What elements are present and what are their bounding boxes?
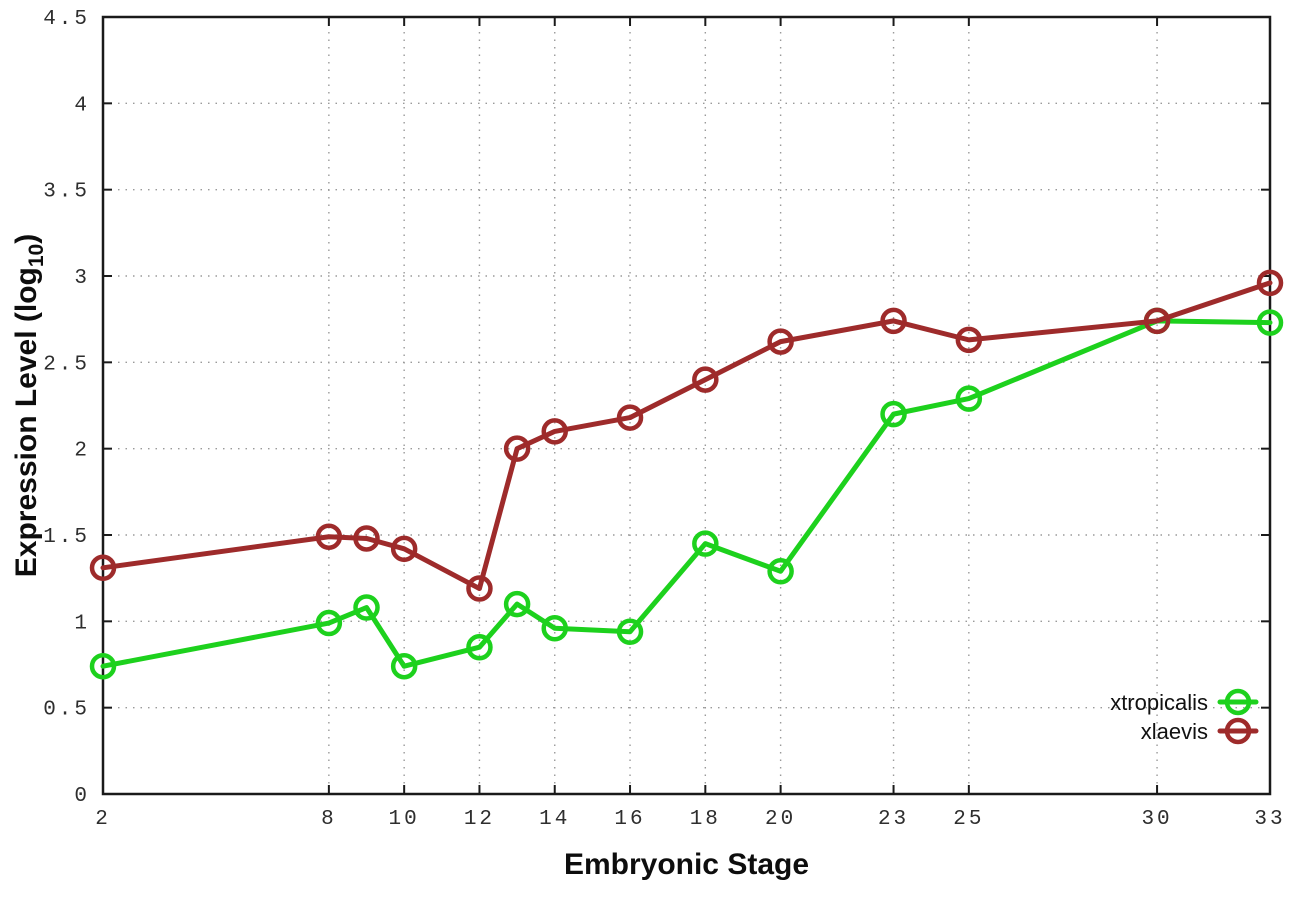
- data-point-xlaevis-stage-23: [880, 307, 907, 335]
- y-tick-label: 3.5: [43, 181, 90, 204]
- y-tick-label: 0.5: [43, 699, 90, 722]
- y-tick-label: 4: [74, 94, 90, 117]
- data-point-xtropicalis-stage-25: [955, 385, 983, 412]
- data-point-xtropicalis-stage-2: [89, 652, 117, 680]
- data-point-xlaevis-stage-25: [955, 326, 983, 354]
- data-point-xlaevis-stage-12: [466, 575, 493, 602]
- legend-sample-marker-xlaevis: [1224, 717, 1252, 745]
- data-point-xtropicalis-stage-9: [353, 594, 380, 621]
- x-tick-label: 16: [614, 808, 645, 831]
- x-tick-label: 18: [690, 808, 721, 831]
- x-tick-label: 20: [765, 808, 796, 831]
- x-tick-label: 23: [878, 808, 909, 831]
- data-point-xtropicalis-stage-23: [880, 400, 907, 428]
- x-axis-label: Embryonic Stage: [564, 848, 809, 881]
- data-point-xtropicalis-stage-18: [692, 530, 719, 557]
- data-point-xlaevis-stage-33: [1256, 269, 1284, 297]
- legend-sample-marker-xtropicalis: [1224, 688, 1252, 716]
- x-tick-label: 12: [464, 808, 495, 831]
- data-point-xlaevis-stage-16: [616, 404, 644, 431]
- legend-label-xtropicalis: xtropicalis: [1110, 690, 1208, 715]
- data-point-xlaevis-stage-20: [767, 328, 794, 355]
- data-point-xlaevis-stage-8: [315, 523, 343, 550]
- data-point-xtropicalis-stage-12: [466, 633, 493, 661]
- data-point-xtropicalis-stage-33: [1256, 309, 1284, 336]
- y-tick-label: 0: [74, 785, 90, 808]
- x-tick-label: 8: [321, 808, 337, 831]
- data-point-xlaevis-stage-10: [390, 535, 418, 563]
- y-tick-label: 2: [74, 440, 90, 463]
- data-point-xtropicalis-stage-8: [315, 609, 343, 637]
- data-point-xlaevis-stage-14: [541, 418, 568, 445]
- y-tick-label: 1: [74, 612, 90, 635]
- y-tick-label: 3: [74, 267, 90, 290]
- y-tick-label: 4.5: [43, 8, 90, 31]
- x-tick-label: 25: [953, 808, 984, 831]
- legend-label-xlaevis: xlaevis: [1141, 719, 1208, 744]
- data-point-xtropicalis-stage-13: [503, 590, 531, 618]
- y-axis-label: Expression Level (log10): [10, 234, 48, 577]
- data-point-xlaevis-stage-30: [1143, 307, 1171, 335]
- data-point-xtropicalis-stage-16: [616, 618, 644, 645]
- y-tick-label: 1.5: [43, 526, 90, 549]
- plot-border: [101, 15, 1272, 796]
- x-tick-label: 30: [1141, 808, 1172, 831]
- data-point-xtropicalis-stage-20: [767, 558, 794, 585]
- x-tick-label: 33: [1254, 808, 1285, 831]
- data-point-xlaevis-stage-2: [89, 554, 117, 582]
- y-tick-label: 2.5: [43, 353, 90, 376]
- data-point-xtropicalis-stage-14: [541, 614, 568, 642]
- data-point-xlaevis-stage-13: [503, 435, 531, 462]
- data-point-xlaevis-stage-18: [692, 366, 719, 393]
- data-point-xlaevis-stage-9: [353, 525, 380, 552]
- data-point-xtropicalis-stage-10: [390, 652, 418, 680]
- x-tick-label: 10: [389, 808, 420, 831]
- x-tick-label: 14: [539, 808, 570, 831]
- x-tick-label: 2: [95, 808, 111, 831]
